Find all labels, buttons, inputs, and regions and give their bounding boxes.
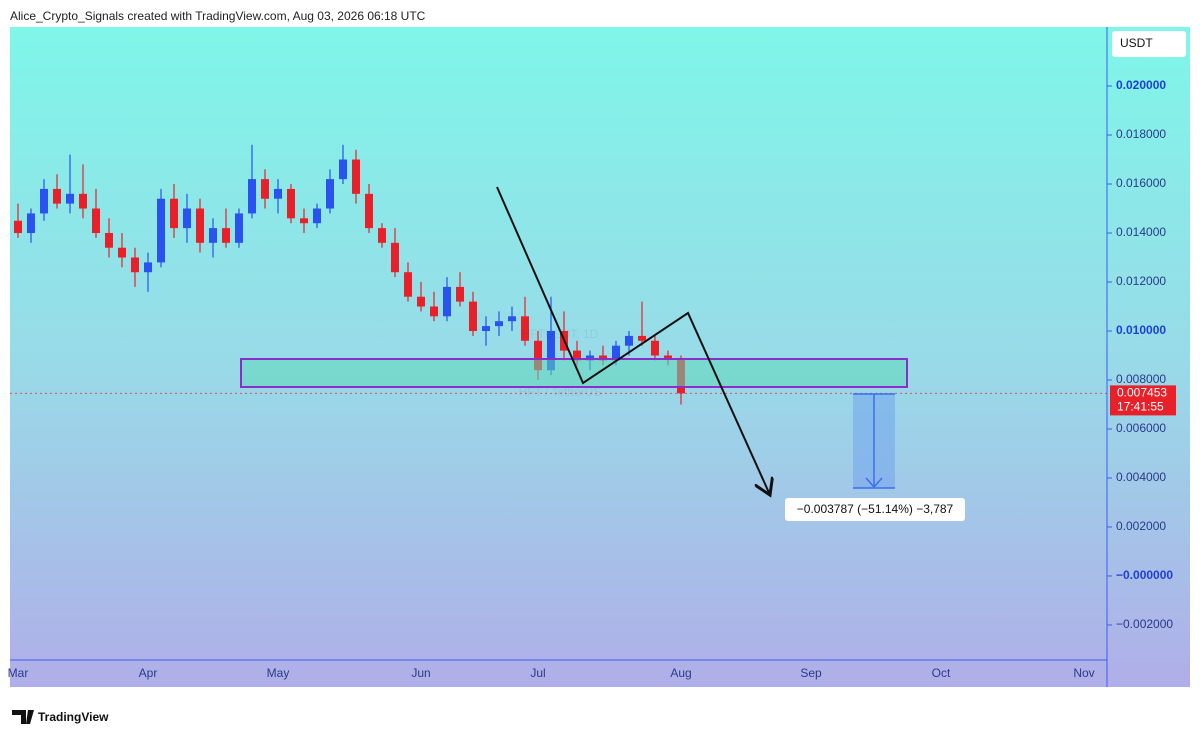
y-tick-label: −0.002000 bbox=[1116, 617, 1173, 631]
price-tag-box bbox=[1110, 385, 1176, 416]
logo: TradingView bbox=[12, 710, 109, 724]
candle-body bbox=[378, 228, 386, 243]
candle-body bbox=[612, 345, 620, 361]
candle-body bbox=[469, 301, 477, 332]
y-tick-label: 0.006000 bbox=[1116, 421, 1166, 435]
candle-body bbox=[209, 228, 217, 243]
candle-body bbox=[339, 159, 347, 180]
candle-body bbox=[573, 350, 581, 361]
candle-body bbox=[40, 188, 48, 214]
y-tick-label: 0.014000 bbox=[1116, 225, 1166, 239]
candle-body bbox=[248, 179, 256, 214]
y-tick-label: 0.012000 bbox=[1116, 274, 1166, 288]
x-tick-label: Aug bbox=[670, 666, 691, 680]
currency-box bbox=[1112, 31, 1186, 57]
candle-body bbox=[534, 340, 542, 371]
y-tick-label: 0.016000 bbox=[1116, 176, 1166, 190]
measure-arrow-head bbox=[865, 477, 883, 489]
candle-body bbox=[456, 286, 464, 302]
candle-body bbox=[53, 188, 61, 204]
x-tick-label: Mar bbox=[8, 666, 29, 680]
candle-body bbox=[222, 228, 230, 243]
candle-body bbox=[313, 208, 321, 224]
x-tick-label: Nov bbox=[1073, 666, 1094, 680]
candle-body bbox=[66, 193, 74, 204]
candle-body bbox=[417, 296, 425, 307]
logo-icon bbox=[12, 710, 34, 724]
candle-body bbox=[14, 220, 22, 234]
candle-body bbox=[105, 233, 113, 248]
y-tick-label: 0.008000 bbox=[1116, 372, 1166, 386]
candle-body bbox=[482, 326, 490, 332]
logo-text: TradingView bbox=[38, 710, 109, 724]
candle-body bbox=[170, 198, 178, 229]
watermark-subtitle: HFT / TetherUS bbox=[519, 385, 602, 399]
y-tick-label: −0.000000 bbox=[1116, 568, 1173, 582]
candle-body bbox=[261, 179, 269, 199]
y-tick-label: 0.010000 bbox=[1116, 323, 1166, 337]
candle-body bbox=[651, 340, 659, 356]
candle-body bbox=[365, 193, 373, 229]
y-tick-label: 0.002000 bbox=[1116, 519, 1166, 533]
price-tag-value: 0.007453 bbox=[1117, 386, 1167, 400]
price-tag-countdown: 17:41:55 bbox=[1117, 400, 1164, 414]
y-tick-label: 0.004000 bbox=[1116, 470, 1166, 484]
axes: 0.020000 0.018000 0.016000 0.014000 0.012000… bbox=[8, 78, 1174, 680]
x-tick-label: Apr bbox=[139, 666, 158, 680]
candle-body bbox=[443, 286, 451, 317]
projection-path bbox=[496, 186, 770, 495]
candle-body bbox=[599, 355, 607, 361]
candle-body bbox=[118, 247, 126, 258]
candle-body bbox=[521, 316, 529, 341]
candle-body bbox=[144, 262, 152, 273]
candle-body bbox=[300, 218, 308, 224]
x-tick-label: Oct bbox=[932, 666, 951, 680]
candle-body bbox=[274, 188, 282, 199]
candle-body bbox=[638, 335, 646, 341]
candle-body bbox=[287, 188, 295, 219]
watermark-title: HFTUSDT, 1D bbox=[522, 327, 599, 341]
measure-label-box bbox=[785, 498, 965, 521]
currency: USDT bbox=[1120, 36, 1153, 50]
candle-body bbox=[131, 257, 139, 273]
x-tick-label: May bbox=[267, 666, 290, 680]
x-tick-label: Jul bbox=[530, 666, 545, 680]
candle-body bbox=[664, 355, 672, 358]
x-tick-label: Jun bbox=[411, 666, 430, 680]
candle-body bbox=[352, 159, 360, 194]
y-tick-label: 0.020000 bbox=[1116, 78, 1166, 92]
candle-body bbox=[79, 193, 87, 209]
candle-body bbox=[547, 331, 555, 371]
candle-body bbox=[586, 355, 594, 361]
candle-body bbox=[391, 242, 399, 273]
candle-body bbox=[404, 272, 412, 297]
candle-body bbox=[326, 179, 334, 209]
candle-body bbox=[625, 335, 633, 346]
x-tick-label: Sep bbox=[800, 666, 822, 680]
candle-body bbox=[92, 208, 100, 234]
candle-body bbox=[183, 208, 191, 229]
candle-body bbox=[27, 213, 35, 234]
measure-label: −0.003787 (−51.14%) −3,787 bbox=[797, 502, 954, 516]
candle-body bbox=[430, 306, 438, 317]
candle-body bbox=[235, 213, 243, 243]
candle-body bbox=[495, 321, 503, 327]
candle-body bbox=[508, 316, 516, 322]
y-tick-label: 0.018000 bbox=[1116, 127, 1166, 141]
candle-body bbox=[157, 198, 165, 263]
candle-body bbox=[196, 208, 204, 243]
header: Alice_Crypto_Signals created with Tradin… bbox=[10, 9, 426, 23]
